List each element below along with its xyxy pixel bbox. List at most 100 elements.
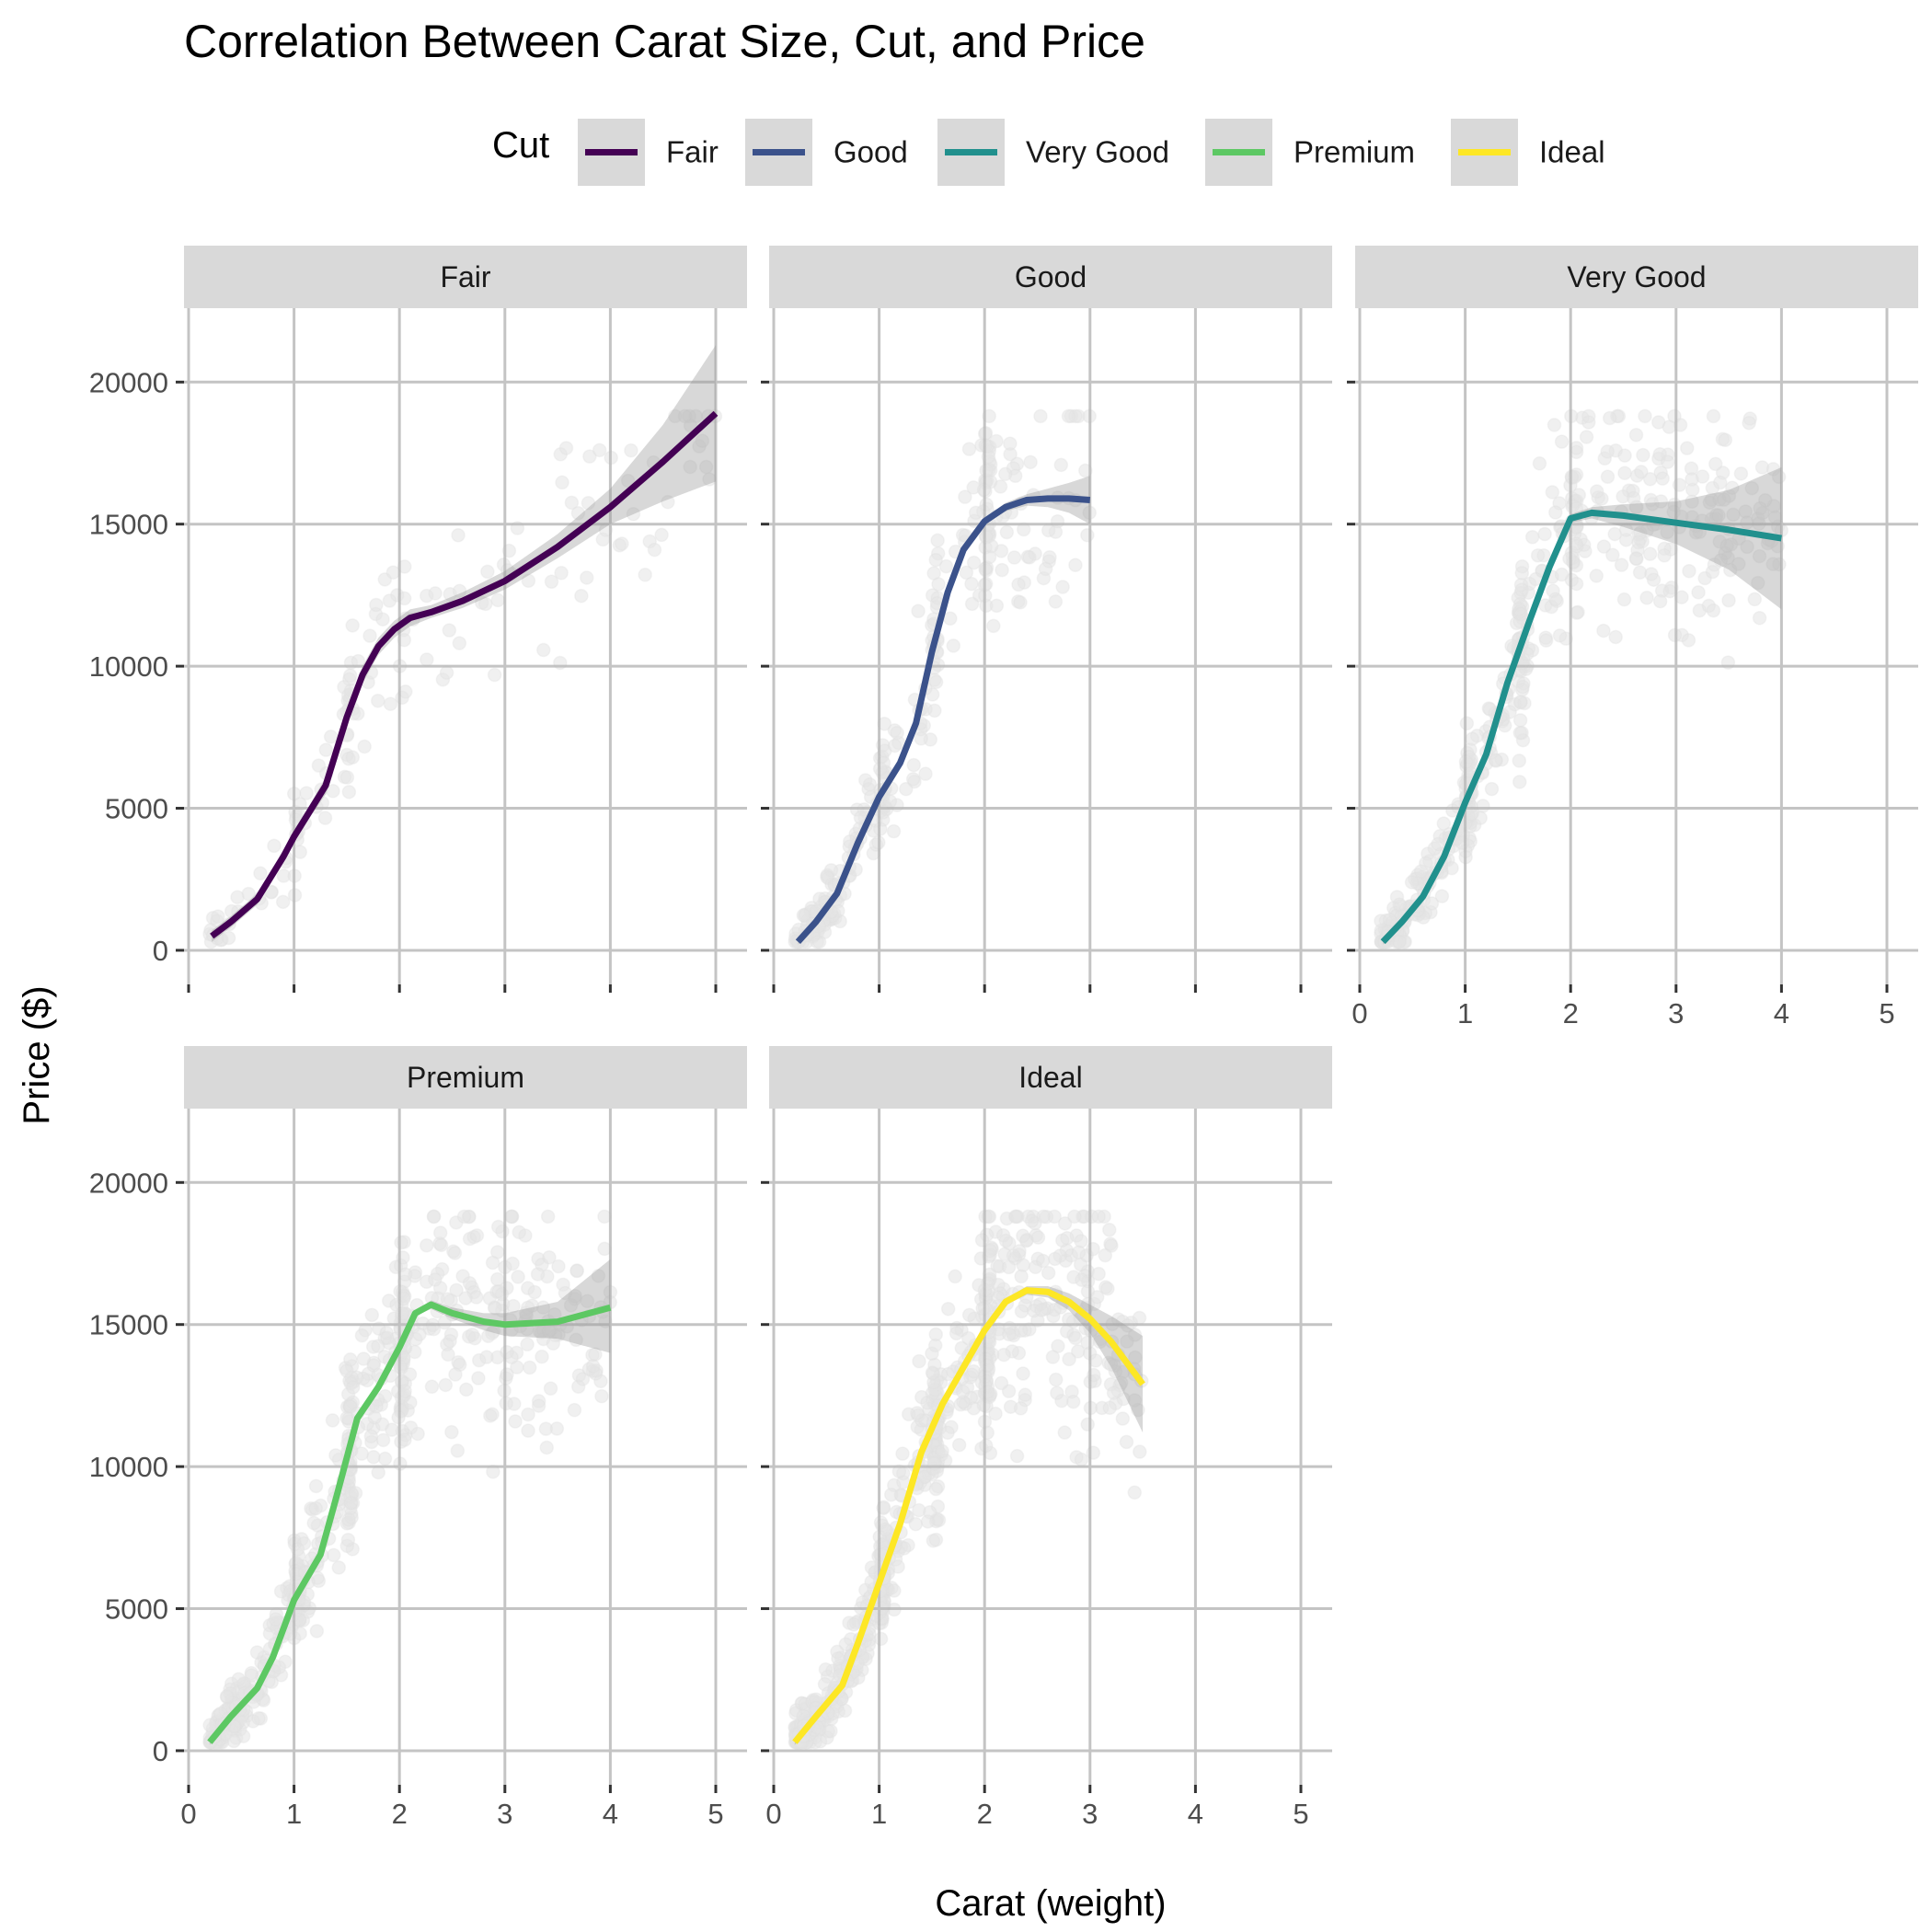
data-point (1554, 434, 1570, 449)
data-point (992, 1326, 1007, 1341)
smooth-line-very-good (1380, 509, 1782, 945)
data-point (1008, 1209, 1024, 1225)
y-tick-label: 15000 (89, 1309, 168, 1341)
data-point (1511, 591, 1525, 605)
data-point (398, 1428, 413, 1443)
data-point (598, 1314, 613, 1329)
data-point (397, 1432, 412, 1447)
data-point (500, 1367, 514, 1382)
data-point (1412, 877, 1427, 891)
data-point (494, 1286, 510, 1302)
data-point (395, 1306, 409, 1321)
data-point (982, 454, 997, 469)
data-point (981, 1358, 995, 1373)
data-point (1617, 466, 1632, 480)
data-point (295, 1613, 311, 1627)
data-point (1661, 447, 1675, 462)
data-point (906, 757, 921, 773)
data-point (426, 1209, 442, 1225)
data-point (858, 1651, 873, 1666)
data-point (1564, 572, 1580, 588)
data-point (268, 1612, 283, 1627)
data-point (861, 1638, 877, 1652)
data-point (390, 588, 405, 603)
data-point (994, 1375, 1009, 1391)
data-point (827, 911, 843, 926)
data-point (393, 1456, 408, 1471)
data-point (1494, 752, 1510, 767)
data-point (354, 1328, 370, 1343)
data-point (1512, 695, 1528, 709)
data-point (547, 1328, 563, 1343)
data-point (395, 1374, 409, 1389)
data-point (1003, 1399, 1018, 1414)
data-point (796, 908, 811, 923)
data-point (1018, 1387, 1033, 1402)
data-point (798, 907, 813, 922)
data-point (432, 1236, 447, 1251)
data-point (371, 1465, 385, 1480)
data-point (978, 1378, 993, 1393)
data-point (499, 1396, 513, 1411)
data-point (842, 1616, 857, 1630)
data-point (927, 1357, 942, 1373)
data-point (439, 665, 454, 680)
data-point (1074, 1452, 1089, 1467)
data-point (495, 1224, 510, 1239)
data-point (1515, 732, 1531, 748)
data-point (1629, 551, 1644, 567)
data-point (369, 1399, 384, 1414)
data-point (1080, 1417, 1096, 1432)
data-point (1481, 701, 1497, 716)
data-point (927, 1455, 943, 1469)
data-point (264, 1674, 279, 1689)
data-point (1102, 1400, 1118, 1416)
data-point (1720, 655, 1736, 670)
data-point (372, 1321, 386, 1336)
data-point (233, 1722, 247, 1737)
data-point (288, 1563, 303, 1579)
data-point (1514, 582, 1529, 597)
data-point (504, 1209, 520, 1225)
data-point (834, 1691, 849, 1707)
data-point (1731, 557, 1746, 571)
data-point (1465, 731, 1480, 746)
data-point (420, 1237, 434, 1253)
data-point (821, 870, 836, 886)
data-point (420, 1274, 434, 1290)
data-point (230, 890, 245, 904)
x-tick-label: 0 (1351, 997, 1367, 1029)
data-point (982, 1389, 997, 1405)
data-point (1682, 563, 1696, 579)
data-point (1013, 1401, 1029, 1416)
data-point (292, 1562, 306, 1577)
data-point (467, 1330, 482, 1346)
x-tick-label: 4 (1774, 997, 1789, 1029)
data-point (543, 1381, 558, 1396)
data-point (1611, 408, 1627, 424)
smooth-line-good (795, 495, 1091, 945)
data-point (682, 408, 696, 424)
data-point (959, 565, 974, 581)
data-point (471, 1371, 486, 1386)
data-point (465, 1328, 480, 1342)
data-point (381, 1294, 397, 1308)
data-point (1752, 516, 1766, 531)
data-point (341, 1480, 356, 1495)
data-point (527, 1284, 542, 1300)
data-point (940, 1366, 956, 1382)
data-point (1018, 1323, 1032, 1338)
data-point (983, 1297, 998, 1313)
data-point (960, 1330, 976, 1346)
data-point (978, 1291, 994, 1305)
data-point (1512, 606, 1527, 622)
data-point (1740, 515, 1754, 530)
data-point (1600, 444, 1615, 459)
data-point (979, 1374, 994, 1389)
data-point (1546, 583, 1560, 599)
data-point (485, 1407, 500, 1422)
data-point (891, 1559, 905, 1574)
data-point (1489, 753, 1503, 768)
legend-label: Premium (1294, 135, 1415, 169)
data-point (794, 1696, 810, 1711)
